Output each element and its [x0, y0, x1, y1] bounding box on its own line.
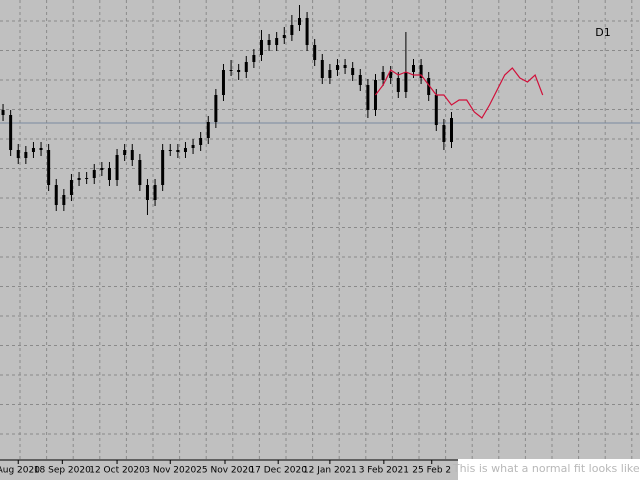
forecast-line — [375, 67, 544, 119]
candle-body — [427, 78, 431, 95]
candle-body — [16, 150, 20, 158]
candle-body — [191, 145, 195, 148]
candle-body — [419, 65, 423, 78]
timeframe-label: D1 — [595, 26, 610, 39]
candle-body — [100, 168, 104, 170]
candle-body — [24, 152, 28, 158]
candle-body — [320, 60, 324, 78]
candle-body — [62, 195, 66, 205]
candle-body — [389, 72, 393, 78]
candle-body — [381, 72, 385, 80]
candle-body — [153, 185, 157, 200]
x-tick-label: 3 Feb 2021 — [359, 466, 409, 476]
candle-body — [31, 148, 35, 152]
candle-body — [47, 150, 51, 185]
candle-body — [145, 185, 149, 200]
candle-body — [9, 115, 13, 150]
x-tick-label: 18 Sep 2020 — [34, 466, 91, 476]
candle-body — [358, 75, 362, 85]
candle-body — [130, 150, 134, 160]
candle-body — [259, 40, 263, 55]
candle-body — [107, 168, 111, 180]
candle-body — [115, 155, 119, 180]
x-tick-label: 25 Nov 2020 — [196, 466, 254, 476]
candle-body — [335, 65, 339, 70]
candle-body — [161, 150, 165, 185]
x-tick-label: 12 Oct 2020 — [89, 466, 145, 476]
candle-body — [214, 95, 218, 122]
candle-body — [199, 138, 203, 145]
candle-body — [183, 148, 187, 152]
candle-body — [404, 72, 408, 92]
candle-body — [138, 160, 142, 185]
x-tick-label: 12 Jan 2021 — [303, 466, 357, 476]
candle-body — [77, 178, 81, 180]
candle-body — [351, 68, 355, 75]
x-tick-label: 3 Nov 2020 — [144, 466, 196, 476]
candle-body — [39, 148, 43, 150]
candle-body — [69, 180, 73, 195]
candle-body — [434, 95, 438, 125]
candle-body — [343, 65, 347, 68]
candle-body — [206, 122, 210, 138]
candle-body — [168, 150, 172, 151]
candle-body — [252, 55, 256, 62]
candle-body — [396, 78, 400, 92]
candle-body — [328, 70, 332, 78]
candle-body — [282, 35, 286, 38]
annotation: This is what a normal fit looks like. — [452, 462, 640, 475]
candle-body — [244, 62, 248, 72]
candle-body — [275, 38, 279, 45]
candle-body — [297, 18, 301, 25]
candle-body — [54, 185, 58, 205]
candle-body — [1, 110, 5, 115]
candle-body — [449, 118, 453, 142]
x-tick-label: 17 Dec 2020 — [249, 466, 307, 476]
x-tick-label: 25 Feb 2 — [412, 466, 451, 476]
candle-body — [221, 70, 225, 95]
plot — [0, 5, 640, 215]
candle-body — [305, 18, 309, 45]
candle-body — [123, 150, 127, 155]
candle-body — [92, 170, 96, 178]
candle-body — [237, 70, 241, 72]
candle-body — [267, 40, 271, 45]
candle-body — [85, 178, 89, 179]
annotation-box — [458, 459, 640, 480]
candle-body — [290, 25, 294, 35]
x-tick-label: Aug 2020 — [0, 466, 40, 476]
candle-body — [366, 85, 370, 110]
candle-body — [313, 45, 317, 60]
candle-body — [176, 150, 180, 152]
candle-body — [411, 65, 415, 72]
candle-body — [442, 125, 446, 142]
candle-body — [229, 70, 233, 71]
